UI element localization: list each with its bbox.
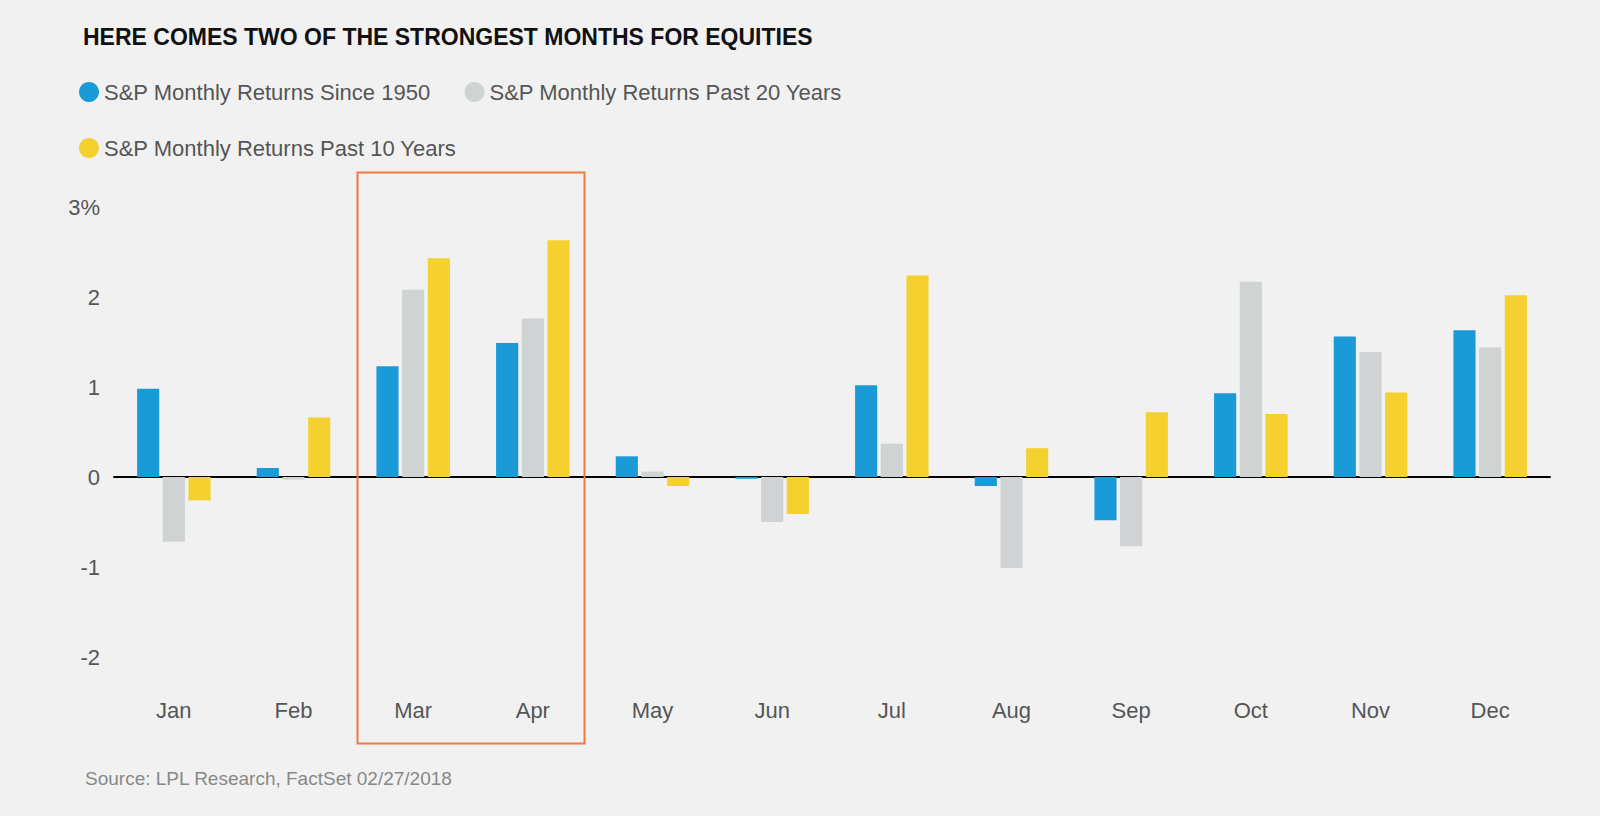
svg-text:Source: LPL Research, FactSet: Source: LPL Research, FactSet 02/27/2018 — [85, 768, 452, 789]
svg-text:Apr: Apr — [516, 698, 550, 723]
svg-text:May: May — [632, 698, 674, 723]
svg-text:Jan: Jan — [156, 698, 191, 723]
svg-text:1: 1 — [88, 375, 100, 400]
svg-text:-1: -1 — [80, 555, 100, 580]
svg-text:Aug: Aug — [992, 698, 1031, 723]
svg-text:Oct: Oct — [1234, 698, 1268, 723]
svg-text:0: 0 — [88, 465, 100, 490]
svg-text:Sep: Sep — [1112, 698, 1151, 723]
svg-text:Jun: Jun — [754, 698, 789, 723]
svg-text:-2: -2 — [80, 645, 100, 670]
svg-text:Jul: Jul — [878, 698, 906, 723]
svg-text:S&P Monthly Returns Past 10 Ye: S&P Monthly Returns Past 10 Years — [104, 136, 456, 161]
svg-text:S&P Monthly Returns Past 20 Ye: S&P Monthly Returns Past 20 Years — [490, 80, 842, 105]
svg-text:3%: 3% — [68, 195, 100, 220]
svg-text:Mar: Mar — [394, 698, 432, 723]
svg-text:HERE COMES TWO OF THE STRONGES: HERE COMES TWO OF THE STRONGEST MONTHS F… — [83, 24, 813, 50]
svg-text:2: 2 — [88, 285, 100, 310]
svg-text:Dec: Dec — [1471, 698, 1510, 723]
svg-text:Nov: Nov — [1351, 698, 1390, 723]
svg-text:Feb: Feb — [275, 698, 313, 723]
svg-text:S&P Monthly Returns Since 1950: S&P Monthly Returns Since 1950 — [104, 80, 430, 105]
